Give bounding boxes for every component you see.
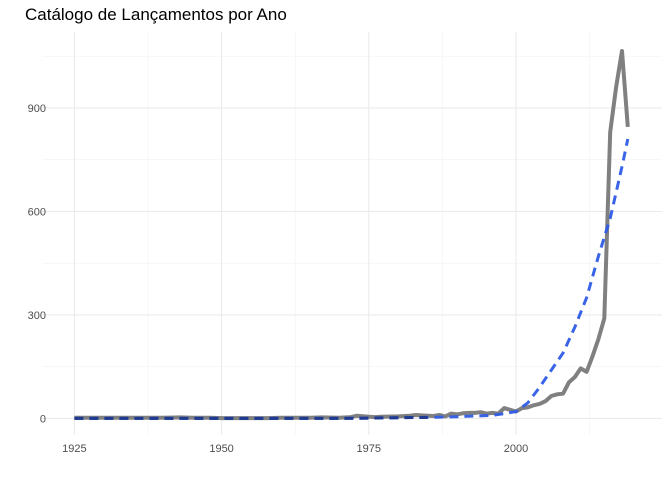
y-axis-ticks: 0 300 600 900 <box>28 103 46 426</box>
y-tick-label: 300 <box>28 310 46 322</box>
x-axis-ticks: 1925 1950 1975 2000 <box>62 443 528 455</box>
x-tick-label: 1975 <box>357 443 381 455</box>
y-tick-label: 900 <box>28 103 46 115</box>
x-tick-label: 2000 <box>504 443 528 455</box>
y-tick-label: 0 <box>40 413 46 425</box>
series-line-trend <box>74 138 630 420</box>
x-tick-label: 1950 <box>209 443 233 455</box>
grid-major <box>42 32 662 435</box>
chart-title: Catálogo de Lançamentos por Ano <box>25 5 287 24</box>
y-tick-label: 600 <box>28 206 46 218</box>
x-tick-label: 1925 <box>62 443 86 455</box>
series-lines <box>74 49 630 421</box>
series-line-actual <box>74 49 630 421</box>
grid-minor <box>42 32 662 435</box>
